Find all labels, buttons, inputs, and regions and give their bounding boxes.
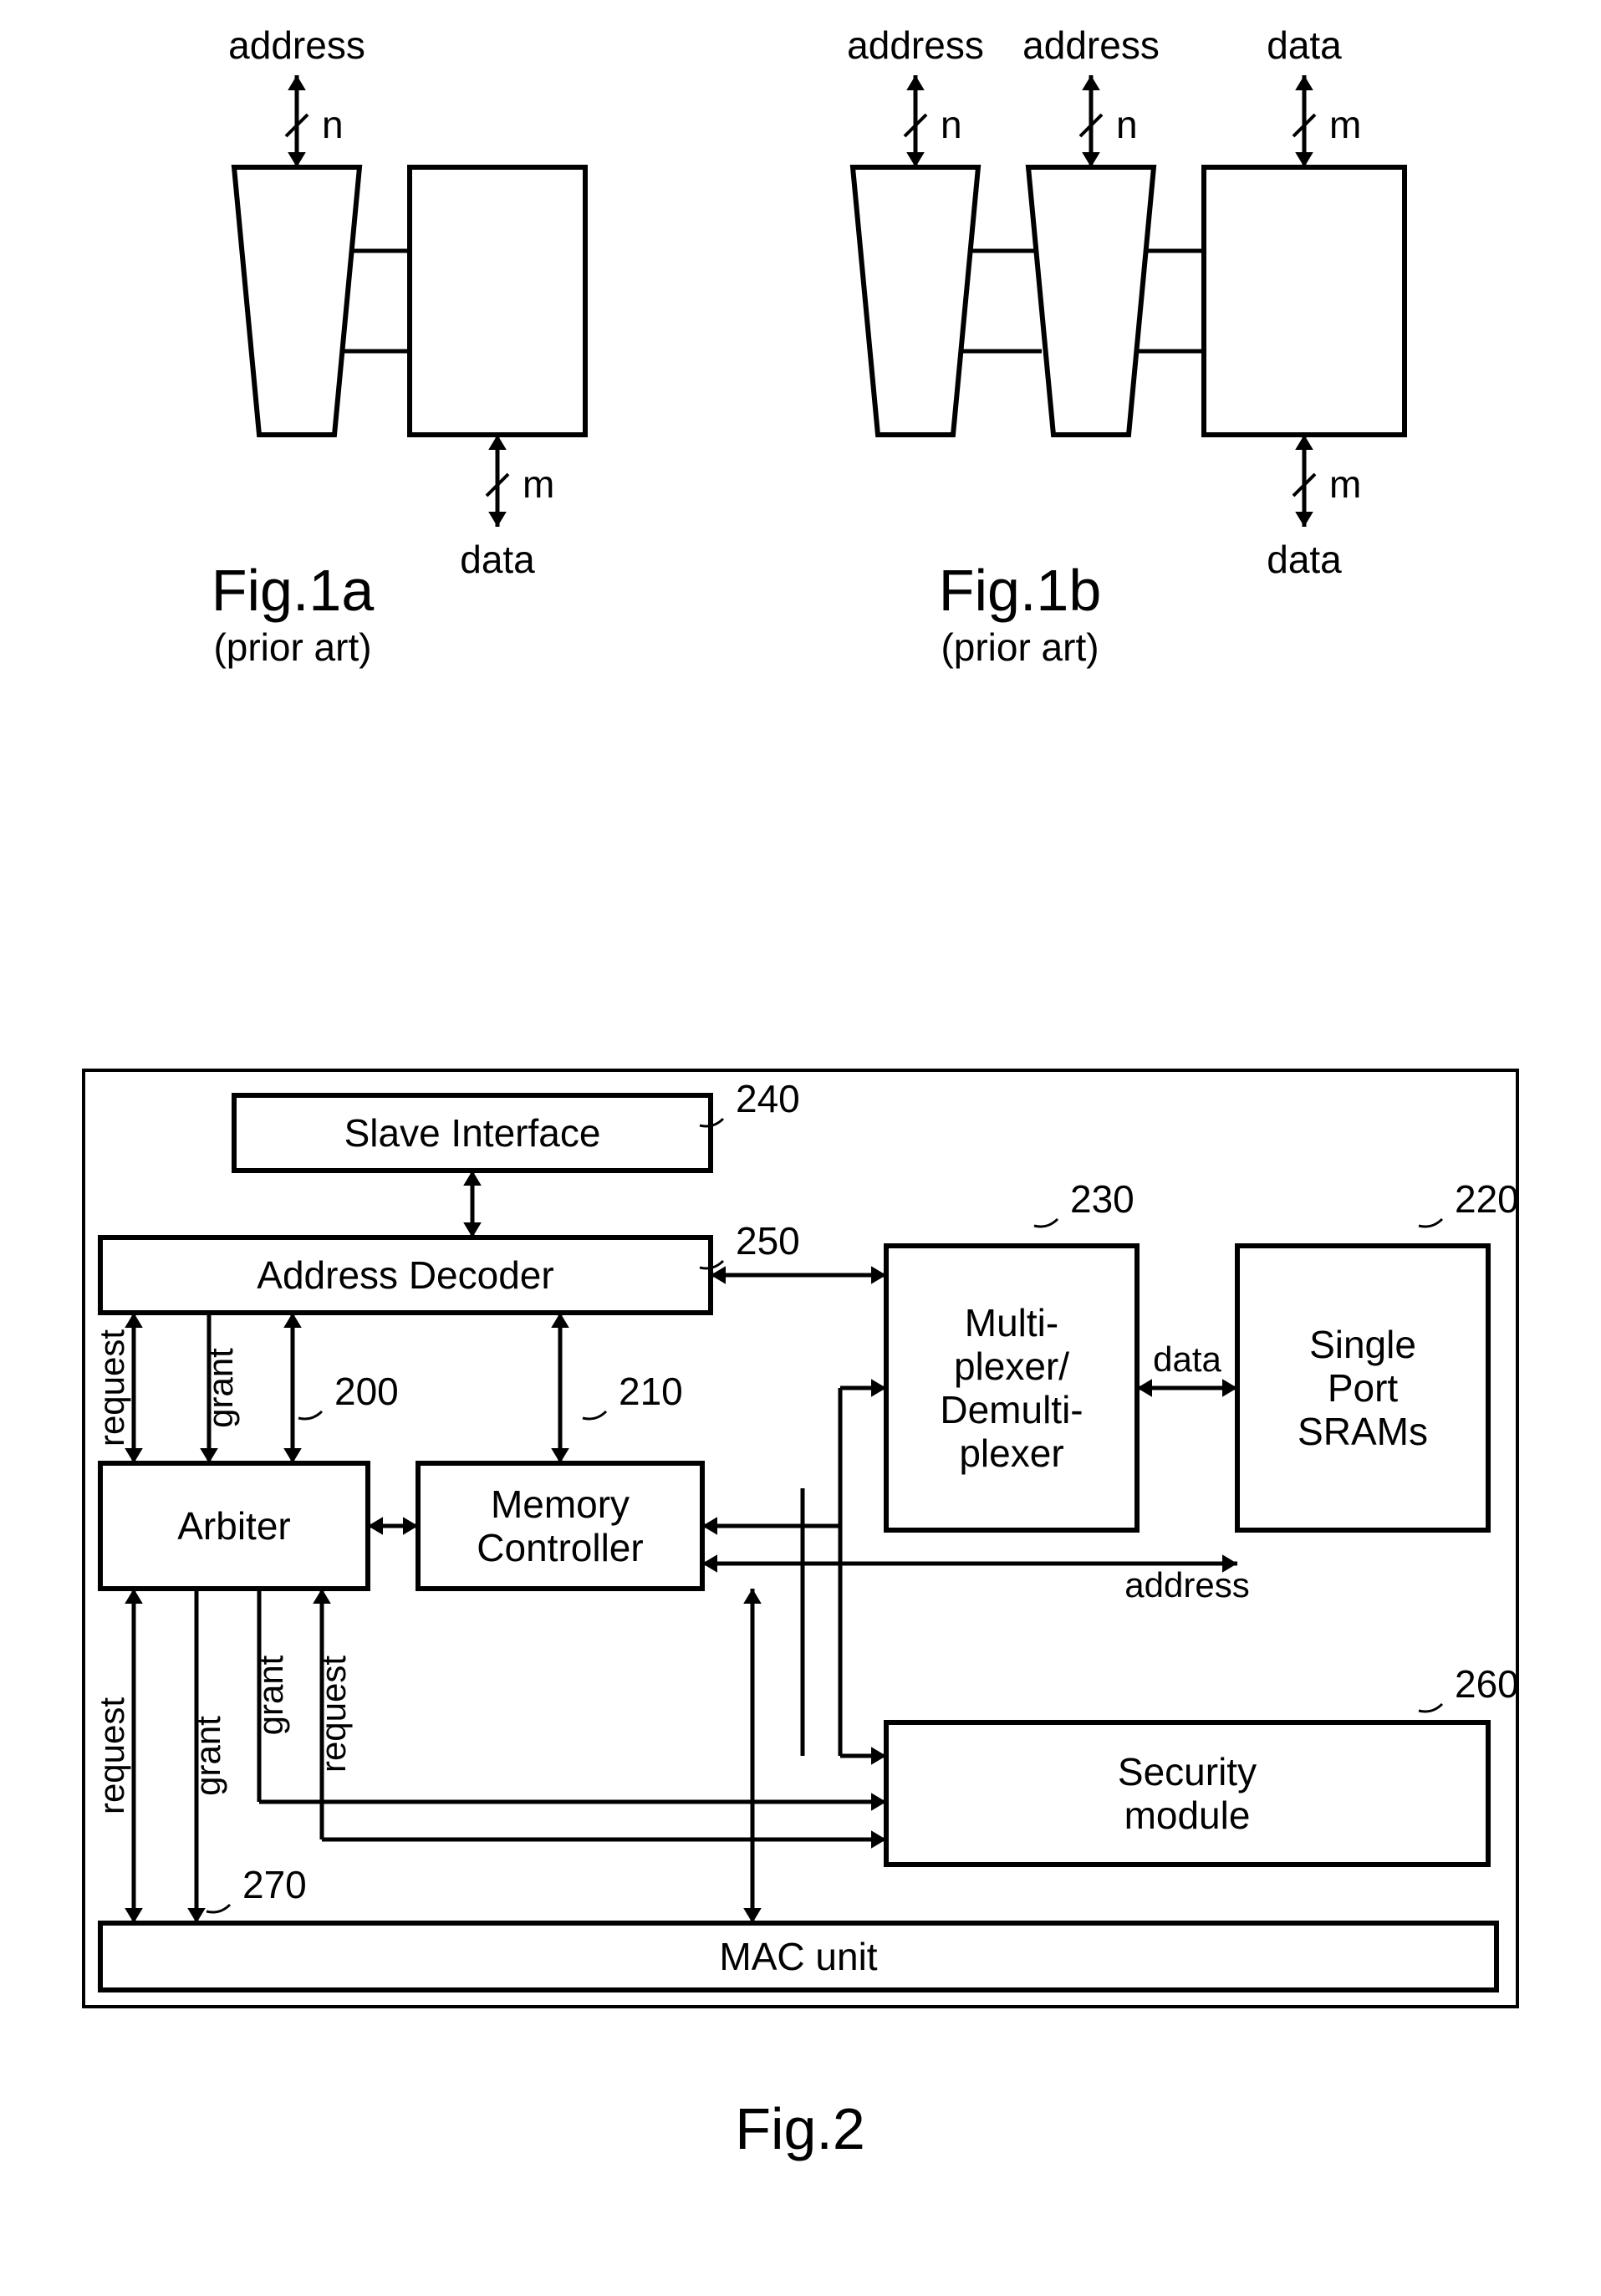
fig2-mux-label-3: plexer	[959, 1431, 1063, 1475]
fig1a-top-width: n	[322, 103, 344, 146]
fig1b-data-top-label: data	[1267, 23, 1342, 67]
fig2-mac-label: MAC unit	[719, 1935, 877, 1978]
fig1b-address1-label: address	[847, 23, 984, 67]
fig2-sram-label-1: Port	[1328, 1366, 1399, 1410]
fig1b-address2-label: address	[1022, 23, 1160, 67]
fig2-memctrl-label-0: Memory	[491, 1482, 630, 1526]
fig2-arbiter-label: Arbiter	[177, 1504, 290, 1548]
fig1a-caption: Fig.1a	[212, 558, 375, 623]
fig1a-bot-width: m	[523, 462, 554, 506]
fig2-mux-ref: 230	[1070, 1177, 1134, 1221]
fig1b-n2: n	[1116, 103, 1138, 146]
fig2-slave-ref: 240	[736, 1077, 800, 1120]
fig2-decoder-ref: 250	[736, 1219, 800, 1263]
fig2-mux-label-1: plexer/	[954, 1344, 1069, 1388]
fig1b-data-bot-label: data	[1267, 538, 1342, 581]
fig2-arbiter-ref: 200	[334, 1370, 399, 1413]
fig2-edge-arb-sec-req: request	[314, 1656, 353, 1773]
fig2-memctrl-label-1: Controller	[477, 1526, 643, 1569]
fig2-edge-data: data	[1153, 1339, 1221, 1379]
fig1b-n1: n	[941, 103, 962, 146]
fig2-sram-ref: 220	[1455, 1177, 1519, 1221]
fig2-security-label-1: module	[1124, 1793, 1251, 1837]
fig2-edge-arb-mac-req: request	[92, 1697, 131, 1814]
fig1b-m-top: m	[1329, 103, 1361, 146]
fig1a-data-label: data	[460, 538, 535, 581]
fig2-memctrl-ref: 210	[619, 1370, 683, 1413]
fig2-edge-arb-sec-grant: grant	[251, 1655, 290, 1735]
fig1b-caption-sub: (prior art)	[941, 625, 1099, 669]
fig2-mux-label-0: Multi-	[965, 1301, 1058, 1344]
fig2-slave-label: Slave Interface	[344, 1111, 601, 1155]
fig2-edge-dec-arb-req: request	[92, 1329, 131, 1446]
fig2-caption: Fig.2	[735, 2096, 865, 2161]
fig1a-caption-sub: (prior art)	[213, 625, 371, 669]
fig2-edge-address: address	[1124, 1565, 1249, 1605]
fig2-edge-dec-arb-grant: grant	[201, 1348, 240, 1428]
fig2-security-ref: 260	[1455, 1662, 1519, 1706]
fig1b-m-bot: m	[1329, 462, 1361, 506]
fig2-edge-arb-mac-grant: grant	[188, 1716, 227, 1796]
fig1a-address-label: address	[228, 23, 365, 67]
fig2-decoder-label: Address Decoder	[257, 1253, 553, 1297]
fig1b-caption: Fig.1b	[939, 558, 1102, 623]
fig2-mux-label-2: Demulti-	[940, 1388, 1083, 1431]
fig2-sram-label-2: SRAMs	[1298, 1410, 1428, 1453]
fig2-security-label-0: Security	[1118, 1750, 1257, 1793]
fig2-sram-label-0: Single	[1309, 1323, 1416, 1366]
fig2-mac-ref: 270	[242, 1863, 307, 1906]
